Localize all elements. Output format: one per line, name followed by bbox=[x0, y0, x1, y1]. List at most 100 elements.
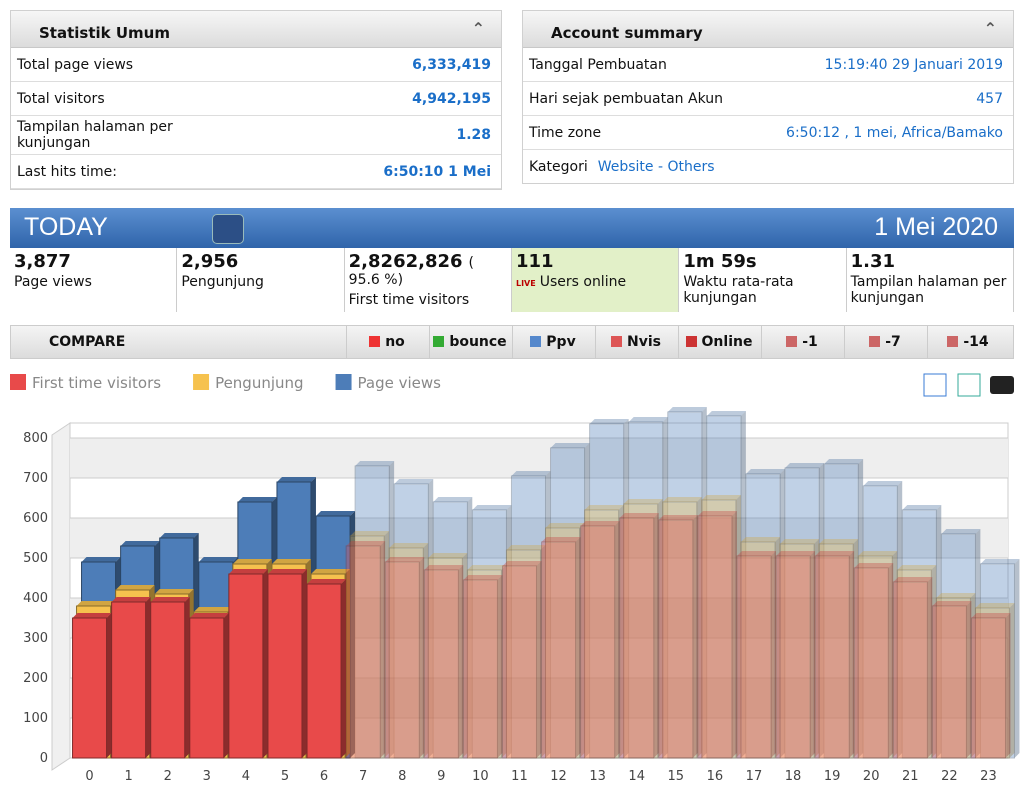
bar bbox=[423, 569, 459, 759]
compare-button[interactable]: no bbox=[346, 326, 427, 358]
bar-side bbox=[1005, 613, 1011, 758]
bar-top bbox=[975, 603, 1015, 608]
bar-top bbox=[854, 563, 894, 568]
bar-side bbox=[423, 543, 429, 758]
bar-side bbox=[692, 515, 698, 758]
bar bbox=[306, 583, 342, 759]
bar bbox=[818, 543, 854, 759]
compare-button[interactable]: bounce bbox=[429, 326, 510, 358]
x-tick-label: 22 bbox=[941, 769, 958, 784]
bar-top bbox=[463, 575, 503, 580]
row-value: 6:50:10 1 Mei bbox=[383, 163, 491, 180]
bar-top bbox=[902, 505, 942, 510]
compare-button[interactable]: Nvis bbox=[595, 326, 676, 358]
bar-side bbox=[927, 577, 933, 758]
bar-side bbox=[301, 569, 307, 758]
bar-top bbox=[267, 569, 307, 574]
x-tick-label: 9 bbox=[437, 769, 445, 784]
bar-top bbox=[502, 561, 542, 566]
bar bbox=[779, 543, 815, 759]
bar-top bbox=[159, 533, 199, 538]
bar-side bbox=[853, 539, 859, 758]
compare-button[interactable]: -7 bbox=[844, 326, 925, 358]
bar-side bbox=[501, 565, 507, 758]
x-tick-label: 10 bbox=[472, 769, 489, 784]
bar-side bbox=[497, 575, 503, 758]
bar bbox=[427, 557, 463, 759]
x-tick-label: 14 bbox=[628, 769, 645, 784]
bar-side bbox=[810, 551, 816, 758]
y-tick-label: 400 bbox=[23, 591, 48, 606]
category-link[interactable]: Website - Others bbox=[597, 158, 715, 175]
bar-top bbox=[72, 613, 112, 618]
pause-button[interactable] bbox=[212, 214, 244, 244]
stat-label: First time visitors bbox=[348, 292, 470, 308]
bar-top bbox=[858, 551, 898, 556]
bar-side bbox=[536, 561, 542, 758]
bar-side bbox=[145, 597, 151, 758]
legend-label: Page views bbox=[358, 374, 442, 392]
bar-top bbox=[111, 597, 151, 602]
compare-button[interactable]: Online bbox=[678, 326, 759, 358]
bar-top bbox=[706, 411, 746, 416]
bar-top bbox=[815, 551, 855, 556]
bar bbox=[584, 509, 620, 759]
bar bbox=[814, 555, 850, 759]
bar-top bbox=[824, 459, 864, 464]
bar bbox=[931, 605, 967, 759]
bar-top bbox=[385, 557, 425, 562]
bar-top bbox=[472, 505, 512, 510]
bar-side bbox=[931, 565, 937, 758]
bar-top bbox=[580, 521, 620, 526]
bar-top bbox=[81, 557, 121, 562]
legend-label: Pengunjung bbox=[215, 374, 303, 392]
bar-top bbox=[589, 419, 629, 424]
bar-side bbox=[936, 505, 942, 758]
bar-side bbox=[575, 537, 581, 758]
bar-side bbox=[614, 521, 620, 758]
bar-top bbox=[662, 497, 702, 502]
x-tick-label: 7 bbox=[359, 769, 367, 784]
plot-side bbox=[51, 422, 71, 771]
bar bbox=[896, 569, 932, 759]
bar-top bbox=[150, 597, 190, 602]
bar-top bbox=[545, 523, 585, 528]
bar bbox=[935, 597, 971, 759]
row: Hari sejak pembuatan Akun 457 bbox=[523, 82, 1013, 116]
bar bbox=[471, 509, 507, 759]
bar-top bbox=[932, 601, 972, 606]
bar bbox=[510, 475, 546, 759]
bar bbox=[697, 515, 733, 759]
compare-bar: COMPARE no bounce Ppv Nvis Online -1 -7 -14 bbox=[10, 325, 1014, 359]
bar bbox=[974, 607, 1010, 759]
bar-side bbox=[419, 557, 425, 758]
bar bbox=[662, 501, 698, 759]
x-tick-label: 0 bbox=[85, 769, 93, 784]
stat-label: Waktu rata-rata kunjungan bbox=[683, 274, 794, 306]
legend-swatch bbox=[335, 374, 352, 390]
bar-top bbox=[780, 539, 820, 544]
bar-side bbox=[262, 569, 268, 758]
bar-top bbox=[467, 565, 507, 570]
bar-side bbox=[584, 443, 590, 758]
bar-top bbox=[389, 543, 429, 548]
x-tick-label: 11 bbox=[511, 769, 528, 784]
bar bbox=[628, 421, 664, 759]
bar-side bbox=[897, 481, 903, 758]
bar bbox=[505, 549, 541, 759]
row: Total visitors 4,942,195 bbox=[11, 82, 501, 116]
compare-button[interactable]: Ppv bbox=[512, 326, 593, 358]
bar-side bbox=[223, 613, 229, 758]
bar-top bbox=[701, 495, 741, 500]
bar bbox=[384, 561, 420, 759]
x-tick-label: 6 bbox=[320, 769, 328, 784]
compare-button[interactable]: -1 bbox=[761, 326, 842, 358]
row-label: Total visitors bbox=[17, 90, 105, 107]
bar-side bbox=[814, 539, 820, 758]
bar-top bbox=[346, 541, 386, 546]
bar-top bbox=[271, 559, 311, 564]
row-value: 1.28 bbox=[456, 127, 491, 143]
compare-button[interactable]: -14 bbox=[927, 326, 1008, 358]
bar-side bbox=[380, 541, 386, 758]
bar-side bbox=[657, 499, 663, 758]
